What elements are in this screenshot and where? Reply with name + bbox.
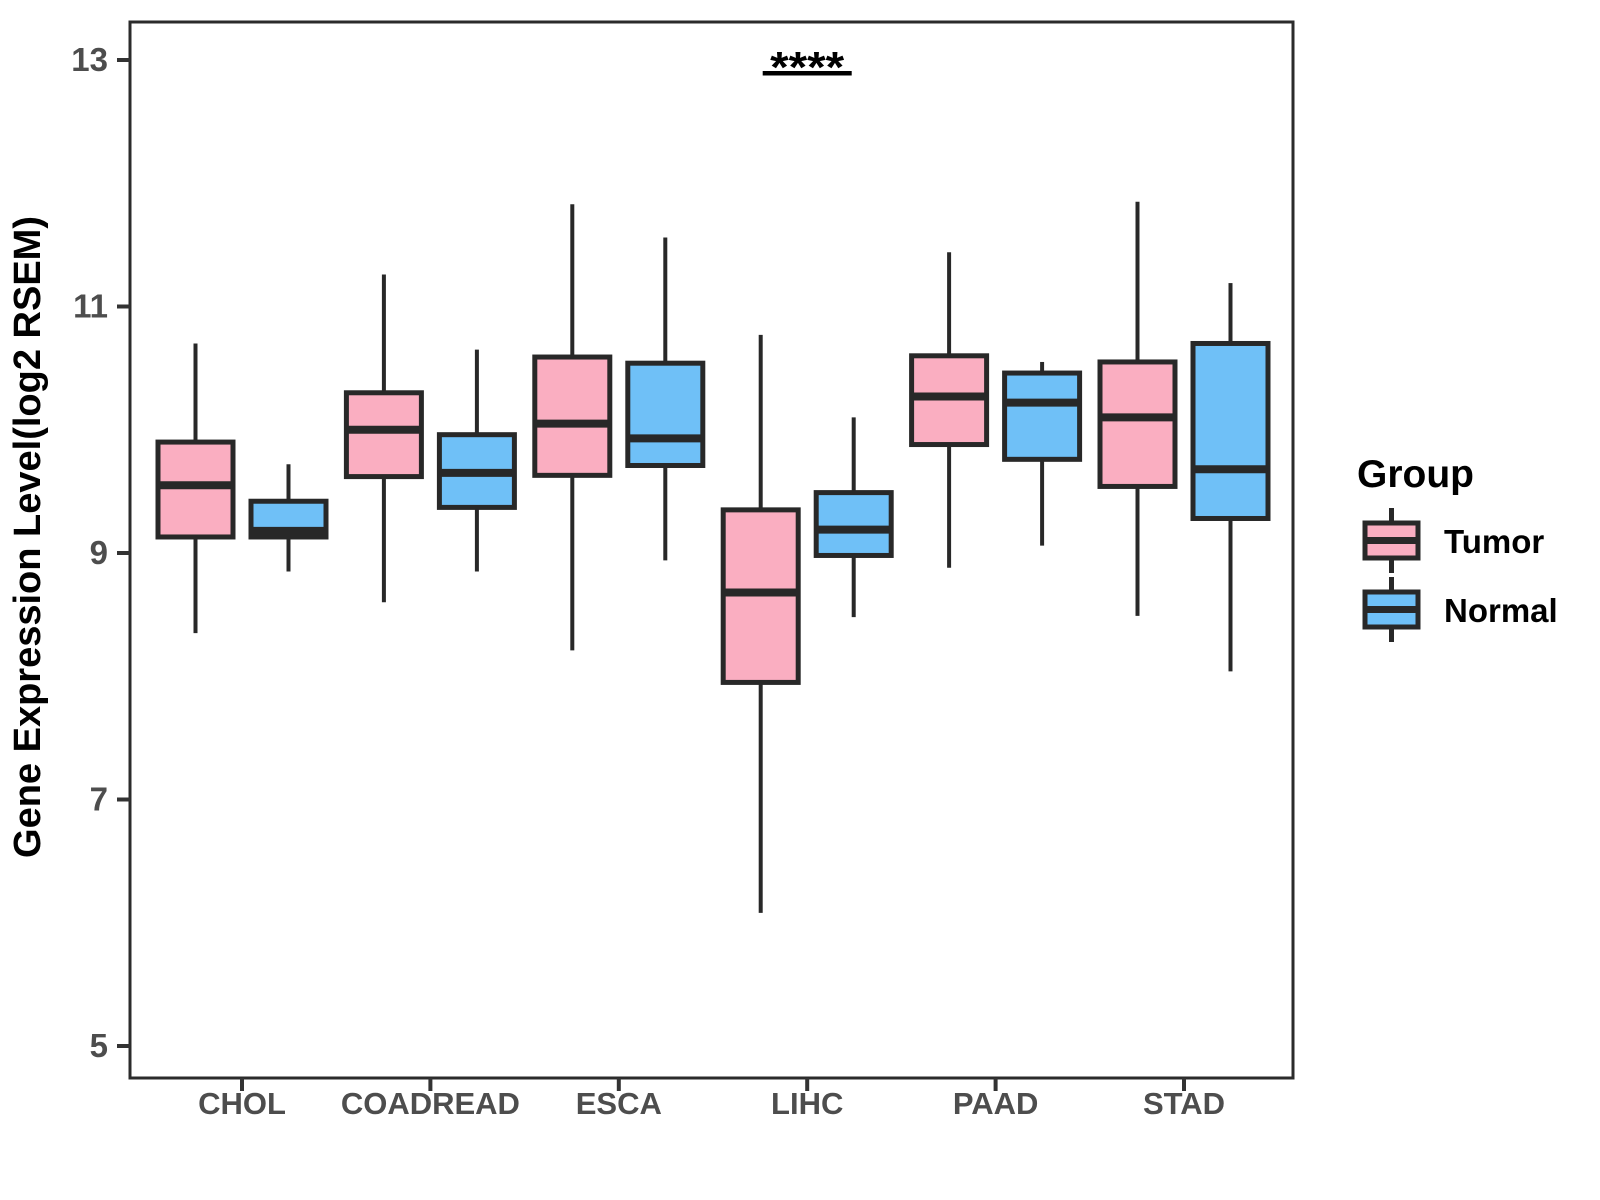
boxplot-glyph-icon <box>1362 508 1421 573</box>
y-tick-label: 5 <box>90 1027 108 1064</box>
boxplot-glyph-icon <box>1362 577 1421 642</box>
significance-underline <box>762 71 852 76</box>
x-tick-label-coadread: COADREAD <box>341 1086 520 1121</box>
box-CHOL-tumor <box>155 439 236 540</box>
legend-label-tumor: Tumor <box>1444 523 1544 560</box>
x-tick-label-chol: CHOL <box>198 1086 286 1121</box>
plot-area: 5 7 9 11 13 CHOL COADREAD ESCA LIHC PAAD STAD **** <box>71 20 1295 1121</box>
legend-key-normal: Normal <box>1362 577 1558 642</box>
x-tick-label-lihc: LIHC <box>771 1086 843 1121</box>
box-LIHC-normal <box>813 490 894 558</box>
box-ESCA-tumor <box>532 354 613 478</box>
x-tick-label-stad: STAD <box>1143 1086 1225 1121</box>
legend-title: Group <box>1357 453 1474 496</box>
y-axis-title: Gene Expression Level(log2 RSEM) <box>7 216 49 858</box>
y-tick-label: 7 <box>90 781 108 818</box>
box-STAD-normal <box>1190 340 1271 521</box>
box-ESCA-normal <box>625 360 706 468</box>
legend: Group Tumor Normal <box>1357 453 1558 642</box>
legend-key-tumor: Tumor <box>1362 508 1544 573</box>
x-tick-label-paad: PAAD <box>953 1086 1039 1121</box>
box-COADREAD-tumor <box>343 390 424 480</box>
box-PAAD-normal <box>1002 370 1083 462</box>
y-tick-label: 11 <box>73 288 108 325</box>
x-tick-label-esca: ESCA <box>576 1086 662 1121</box>
box-STAD-tumor <box>1097 359 1178 489</box>
significance-stars: **** <box>770 43 845 92</box>
box-CHOL-normal <box>248 498 329 540</box>
legend-label-normal: Normal <box>1444 592 1558 629</box>
y-tick-label: 13 <box>71 41 108 78</box>
panel-border <box>128 20 1295 1080</box>
y-tick-label: 9 <box>90 534 108 571</box>
